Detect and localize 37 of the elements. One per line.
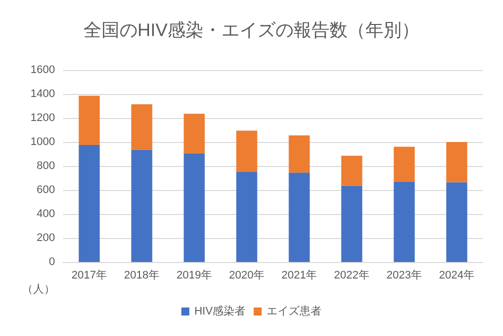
bar <box>341 156 362 186</box>
x-tick-label: 2023年 <box>386 270 422 282</box>
bar <box>288 135 310 173</box>
legend-label: エイズ患者 <box>266 304 322 318</box>
bar <box>184 153 205 262</box>
bar <box>446 142 468 182</box>
y-tick-label: 0 <box>48 256 55 268</box>
y-tick-label: 600 <box>36 184 55 196</box>
x-tick-label: 2017年 <box>72 270 107 282</box>
bar <box>236 172 258 262</box>
bar <box>131 104 152 150</box>
y-tick-label: 200 <box>36 232 55 244</box>
bar <box>78 96 100 145</box>
bar <box>131 150 152 262</box>
x-tick-label: 2018年 <box>124 270 160 282</box>
y-tick-label: 1400 <box>30 88 55 100</box>
y-axis-title: （人） <box>22 284 55 296</box>
bar <box>236 130 258 172</box>
y-tick-label: 400 <box>36 208 55 220</box>
y-tick-label: 1600 <box>30 64 55 76</box>
x-tick-label: 2020年 <box>229 270 264 282</box>
y-tick-label: 1000 <box>30 136 55 148</box>
bar <box>288 172 310 262</box>
bar <box>78 145 100 262</box>
bar <box>394 182 415 262</box>
chart-title: 全国のHIV感染・エイズの報告数（年別） <box>83 20 420 40</box>
x-tick-label: 2019年 <box>176 270 212 282</box>
x-tick-label: 2022年 <box>334 270 370 282</box>
y-tick-label: 800 <box>36 160 55 172</box>
x-tick-label: 2021年 <box>282 270 317 282</box>
legend-label: HIV感染者 <box>194 304 246 318</box>
bar <box>446 182 468 262</box>
bar <box>184 114 205 154</box>
bar <box>394 146 415 182</box>
x-tick-label: 2024年 <box>439 270 474 282</box>
bar <box>341 186 362 262</box>
y-tick-label: 1200 <box>30 112 55 124</box>
